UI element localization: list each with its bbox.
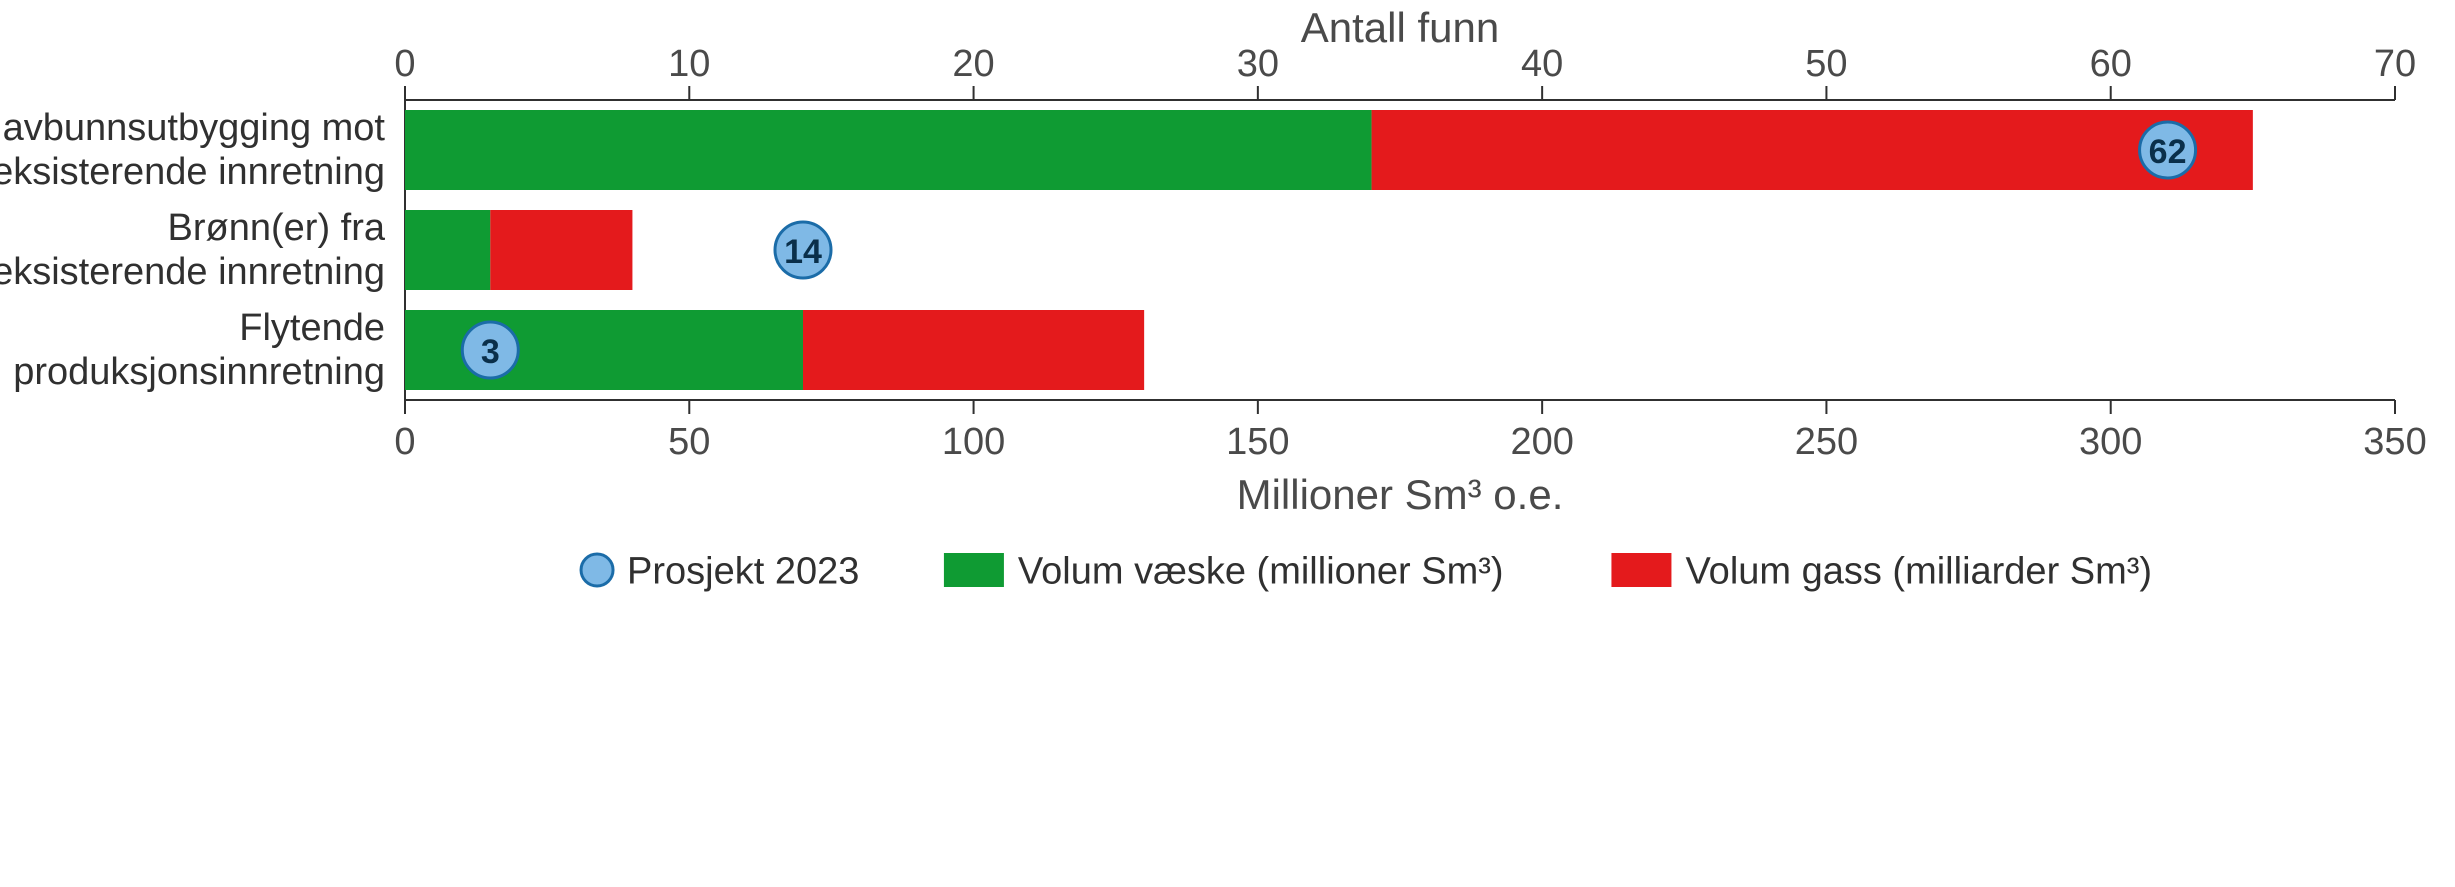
bar-segment-gass: [803, 310, 1144, 390]
bottom-axis-tick-label: 350: [2363, 421, 2426, 463]
dual-axis-bar-chart: Antall funn 0 10 20 30 40 50 60 70 0 50 100 150 200 25…: [0, 0, 2455, 887]
bottom-axis-tick-label: 100: [942, 421, 1005, 463]
legend-label: Volum gass (milliarder Sm³): [1685, 550, 2152, 592]
legend-swatch-rect: [944, 553, 1004, 587]
top-axis-title: Antall funn: [1301, 4, 1499, 51]
bottom-axis-tick-label: 200: [1510, 421, 1573, 463]
category-label: Brønn(er) fra: [168, 207, 386, 249]
bottom-axis-title: Millioner Sm³ o.e.: [1237, 471, 1564, 518]
legend-swatch-rect: [1611, 553, 1671, 587]
bottom-axis-tick-label: 150: [1226, 421, 1289, 463]
legend-label: Volum væske (millioner Sm³): [1018, 550, 1504, 592]
category-label: Havbunnsutbygging mot: [0, 107, 385, 149]
category-label: produksjonsinnretning: [13, 351, 385, 393]
bottom-axis-tick-label: 50: [668, 421, 710, 463]
top-axis-tick-label: 0: [394, 43, 415, 85]
top-axis-tick-label: 10: [668, 43, 710, 85]
bar-segment-vaeske: [405, 210, 490, 290]
top-axis-tick-label: 20: [952, 43, 994, 85]
count-marker-value: 62: [2149, 133, 2187, 171]
count-marker-value: 14: [784, 233, 822, 271]
bottom-axis-tick-label: 300: [2079, 421, 2142, 463]
bottom-axis-tick-label: 0: [394, 421, 415, 463]
legend-label: Prosjekt 2023: [627, 550, 859, 592]
count-marker-value: 3: [481, 333, 500, 371]
bottom-axis-tick-label: 250: [1795, 421, 1858, 463]
top-axis-tick-label: 70: [2374, 43, 2416, 85]
bar-segment-gass: [1372, 110, 2253, 190]
top-axis-tick-label: 40: [1521, 43, 1563, 85]
category-label: eksisterende innretning: [0, 251, 385, 293]
top-axis-tick-label: 60: [2090, 43, 2132, 85]
top-axis-tick-label: 50: [1805, 43, 1847, 85]
top-axis-tick-label: 30: [1237, 43, 1279, 85]
category-label: eksisterende innretning: [0, 151, 385, 193]
bar-segment-gass: [490, 210, 632, 290]
bar-segment-vaeske: [405, 110, 1372, 190]
category-label: Flytende: [239, 307, 385, 349]
legend-swatch-circle: [581, 554, 613, 586]
